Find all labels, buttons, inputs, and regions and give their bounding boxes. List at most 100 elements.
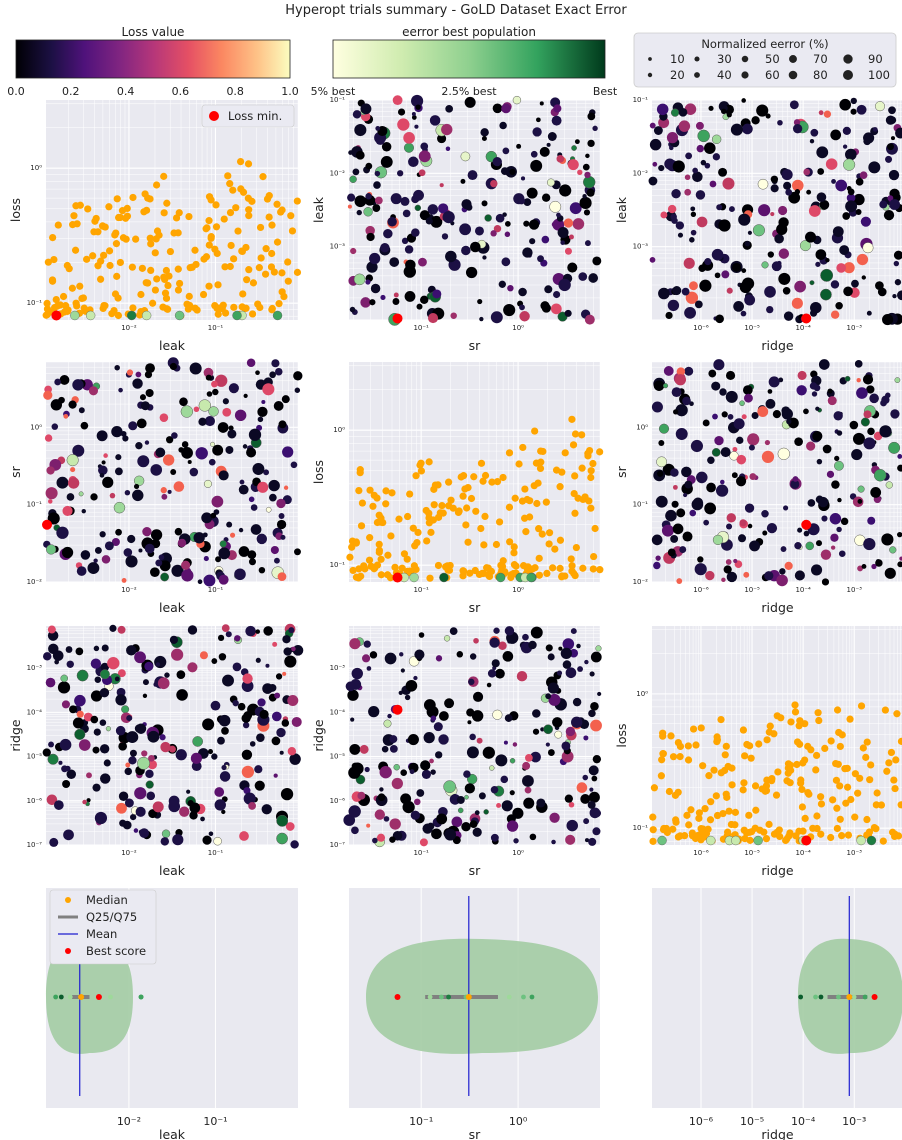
trial-point (873, 468, 887, 482)
loss-point (786, 779, 794, 787)
trial-point (792, 476, 799, 482)
loss-point (579, 564, 587, 572)
trial-point (856, 378, 861, 383)
trial-point (743, 571, 750, 578)
loss-point (160, 172, 168, 180)
trial-point (803, 168, 811, 176)
loss-point (410, 562, 418, 570)
trial-point (560, 647, 572, 660)
trial-point (171, 432, 178, 439)
sample-point (529, 994, 535, 1000)
trial-point (438, 203, 449, 214)
trial-point (764, 286, 776, 298)
y-tick-label: 10⁻¹ (633, 824, 649, 832)
trial-point (278, 420, 287, 429)
loss-point (50, 255, 58, 264)
trial-point (72, 379, 84, 391)
trial-point (464, 96, 476, 108)
trial-point (729, 451, 739, 461)
trial-point (712, 413, 718, 420)
trial-point (66, 493, 75, 501)
trial-point (211, 380, 218, 388)
trial-point (888, 116, 897, 125)
trial-point (103, 453, 108, 458)
loss-point (528, 565, 536, 573)
trial-point (372, 837, 378, 844)
trial-point (135, 723, 147, 734)
x-tick-label: 10⁻³ (847, 586, 863, 594)
trial-point (430, 769, 436, 775)
trial-point (658, 164, 665, 172)
trial-point (118, 387, 123, 393)
loss-point (256, 223, 265, 232)
trial-point (504, 231, 511, 238)
trial-point (226, 521, 233, 528)
trial-point (682, 531, 693, 542)
trial-point (868, 161, 881, 174)
y-tick-label: 10⁻² (27, 578, 43, 586)
trial-point (218, 653, 227, 661)
trial-point (821, 515, 828, 522)
trial-point (139, 394, 147, 401)
trial-point (564, 309, 572, 317)
trial-point (257, 698, 266, 707)
trial-point (733, 558, 738, 564)
trial-point (525, 753, 533, 762)
trial-point (115, 528, 122, 536)
trial-point (496, 802, 502, 808)
trial-point (682, 396, 691, 406)
trial-point (282, 635, 291, 644)
trial-point (855, 209, 862, 216)
trial-point (419, 295, 429, 305)
loss-point (357, 522, 366, 530)
trial-point (509, 758, 516, 764)
loss-point (745, 811, 753, 819)
loss-point (358, 499, 367, 507)
sample-point (851, 994, 857, 1000)
loss-point (521, 485, 529, 493)
trial-point (765, 398, 776, 409)
trial-point (148, 809, 158, 819)
trial-point (827, 388, 833, 394)
size-legend-marker (647, 72, 653, 78)
trial-point (461, 245, 471, 256)
loss-point (273, 200, 281, 208)
trial-point (403, 142, 415, 153)
sample-point (53, 994, 59, 1000)
trial-point (863, 410, 872, 419)
trial-point (370, 283, 381, 294)
trial-point (736, 476, 747, 487)
trial-point (529, 833, 537, 841)
trial-point (82, 799, 87, 805)
legend-best-marker (65, 948, 71, 954)
trial-point (583, 175, 596, 189)
loss-point (83, 255, 91, 263)
trial-point (351, 826, 359, 835)
loss-point (377, 555, 385, 563)
trial-point (168, 745, 176, 753)
loss-point (138, 264, 146, 272)
trial-point (777, 447, 790, 460)
trial-point (160, 572, 170, 582)
trial-point (238, 484, 249, 495)
loss-point (417, 459, 425, 467)
trial-point (357, 791, 366, 800)
trial-point (786, 418, 792, 425)
trial-point (470, 241, 481, 253)
loss-point (531, 427, 539, 435)
trial-point (819, 199, 830, 210)
loss-min-marker (801, 313, 812, 324)
x-tick-label: 10⁻⁴ (795, 849, 811, 857)
loss-point (833, 706, 842, 714)
loss-point (43, 299, 51, 307)
trial-point (45, 487, 58, 500)
loss-point (361, 565, 369, 573)
trial-point (474, 226, 484, 236)
trial-point (588, 709, 596, 718)
loss-point (382, 500, 390, 508)
trial-point (290, 461, 298, 469)
trial-point (492, 709, 503, 720)
trial-point (482, 255, 487, 260)
